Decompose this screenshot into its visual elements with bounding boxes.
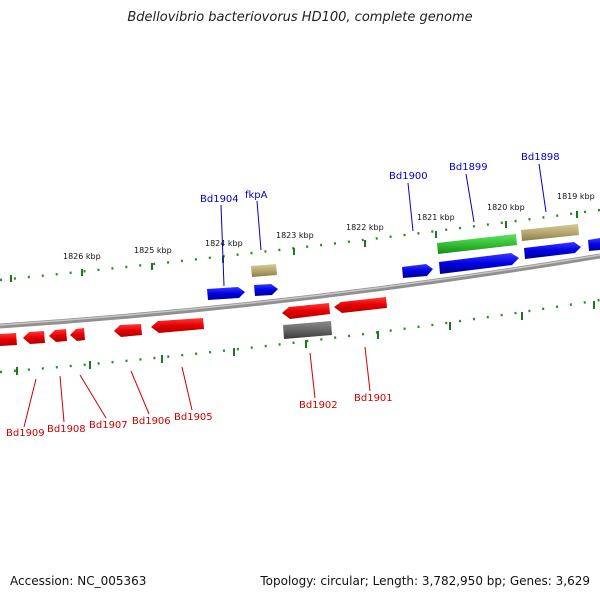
ruler-label-1821: 1821 kbp <box>417 213 455 222</box>
label-leaders <box>23 163 547 428</box>
leader-bd1907 <box>79 374 107 419</box>
leader-bd1905 <box>181 366 193 411</box>
leader-bd1899 <box>465 173 475 223</box>
leader-bd1906 <box>130 370 150 415</box>
gene-arrow-bd1905[interactable] <box>151 318 204 333</box>
gene-arrow-bd1908[interactable] <box>23 331 45 344</box>
leader-bd1901 <box>364 346 371 392</box>
genome-summary-text: Topology: circular; Length: 3,782,950 bp… <box>260 574 590 588</box>
gene-label-bd1899[interactable]: Bd1899 <box>449 162 488 173</box>
other-gene-bd1902[interactable] <box>283 321 332 339</box>
rna-gene-bd1899[interactable] <box>437 234 517 254</box>
ruler-label-1826: 1826 kbp <box>63 252 101 261</box>
leader-bd1902 <box>309 352 316 399</box>
accession-text: Accession: NC_005363 <box>10 574 147 588</box>
gene-arrow-bd1907-b[interactable] <box>70 328 85 341</box>
lower-ruler-track <box>0 298 600 374</box>
genome-backbone <box>0 253 600 329</box>
ruler-label-1823: 1823 kbp <box>276 231 314 240</box>
gene-label-fkpa[interactable]: fkpA <box>245 190 268 201</box>
gene-label-bd1906[interactable]: Bd1906 <box>132 416 171 427</box>
gene-arrow-edge[interactable] <box>588 238 600 251</box>
upper-ruler-ticks <box>10 211 578 282</box>
pseudo-gene-fkpa[interactable] <box>251 264 277 277</box>
gene-label-bd1904[interactable]: Bd1904 <box>200 194 239 205</box>
ruler-label-1824: 1824 kbp <box>205 239 243 248</box>
gene-arrow-bd1899[interactable] <box>439 253 519 274</box>
leader-bd1908 <box>59 375 65 423</box>
leader-bd1909 <box>23 378 37 428</box>
gene-label-bd1900[interactable]: Bd1900 <box>389 171 428 182</box>
gene-arrow-bd1898[interactable] <box>524 242 581 259</box>
ruler-label-1822: 1822 kbp <box>346 223 384 232</box>
gene-arrow-bd1901[interactable] <box>334 297 387 313</box>
forward-strand-genes <box>207 224 600 300</box>
gene-arrow-fkpa[interactable] <box>254 284 278 296</box>
gene-label-bd1898[interactable]: Bd1898 <box>521 152 560 163</box>
gene-label-bd1902[interactable]: Bd1902 <box>299 400 338 411</box>
ruler-label-1825: 1825 kbp <box>134 246 172 255</box>
pseudo-gene-1898[interactable] <box>521 224 579 241</box>
lower-ruler-ticks <box>16 301 595 375</box>
gene-arrow-bd1904[interactable] <box>207 287 245 300</box>
gene-label-bd1907[interactable]: Bd1907 <box>89 420 128 431</box>
gene-arrow-bd1902[interactable] <box>282 303 330 319</box>
leader-fkpa <box>256 200 262 251</box>
gene-arrow-bd1906[interactable] <box>114 324 142 337</box>
gene-label-bd1905[interactable]: Bd1905 <box>174 412 213 423</box>
backbone-highlight <box>0 254 600 326</box>
leader-bd1904 <box>220 204 225 287</box>
ruler-label-1820: 1820 kbp <box>487 203 525 212</box>
genome-title: Bdellovibrio bacteriovorus HD100, comple… <box>127 10 473 25</box>
leader-bd1900 <box>407 182 414 232</box>
gene-arrow-bd1900[interactable] <box>402 264 433 278</box>
upper-ruler-track <box>0 208 600 282</box>
gene-label-bd1901[interactable]: Bd1901 <box>354 393 393 404</box>
gene-label-bd1909[interactable]: Bd1909 <box>6 428 45 439</box>
gene-arrow-bd1909[interactable] <box>0 333 17 346</box>
leader-bd1898 <box>538 163 547 213</box>
ruler-label-1819: 1819 kbp <box>557 192 595 201</box>
reverse-strand-genes <box>0 297 387 346</box>
gene-label-bd1908[interactable]: Bd1908 <box>47 424 86 435</box>
gene-arrow-bd1907-a[interactable] <box>49 329 67 342</box>
